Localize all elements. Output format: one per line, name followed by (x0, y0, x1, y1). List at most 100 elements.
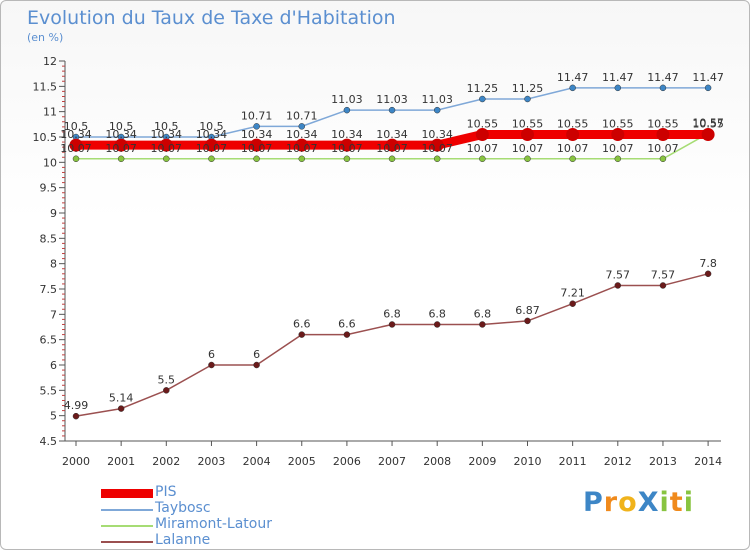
data-label: 11.47 (647, 71, 679, 84)
x-tick-label: 2012 (604, 455, 632, 468)
x-tick-label: 2007 (378, 455, 406, 468)
legend-item: Lalanne (101, 532, 421, 549)
data-point (433, 106, 441, 114)
data-point (569, 155, 576, 163)
x-tick-label: 2011 (559, 455, 587, 468)
data-point (659, 282, 667, 289)
data-point (298, 155, 305, 163)
data-point (385, 138, 399, 152)
data-point (208, 361, 215, 369)
legend-swatch (101, 489, 153, 498)
data-point (475, 127, 489, 141)
data-point (253, 361, 260, 369)
data-point (117, 155, 125, 163)
logo-letter: i (683, 487, 694, 518)
data-point (340, 138, 354, 152)
data-point (659, 84, 667, 92)
data-label: 11.25 (467, 82, 499, 95)
legend-swatch (101, 509, 153, 511)
data-point (72, 155, 80, 163)
x-tick-label: 2013 (649, 455, 677, 468)
data-point (433, 155, 441, 163)
y-tick-label: 5 (50, 410, 57, 423)
data-point (430, 138, 444, 152)
data-label: 6 (253, 348, 260, 361)
data-point (521, 127, 534, 141)
logo-letter: o (618, 487, 638, 518)
data-label: 10.55 (512, 117, 544, 130)
x-tick-label: 2003 (197, 455, 225, 468)
x-tick-label: 2014 (694, 455, 722, 468)
logo-letter: i (659, 487, 670, 518)
x-tick-label: 2004 (243, 455, 271, 468)
data-point (72, 412, 80, 420)
x-tick-label: 2008 (423, 455, 451, 468)
data-label: 10.5 (154, 120, 179, 133)
data-label: 10.07 (196, 142, 228, 155)
data-label: 10.55 (647, 117, 679, 130)
data-label: 10.07 (512, 142, 544, 155)
logo-letter: X (637, 487, 660, 518)
data-label: 10.34 (151, 128, 183, 141)
x-tick-label: 2002 (152, 455, 180, 468)
chart-title: Evolution du Taux de Taxe d'Habitation (27, 7, 396, 29)
data-label: 11.25 (512, 82, 544, 95)
data-point (114, 138, 128, 152)
legend-label: Miramont-Latour (155, 516, 272, 532)
data-label: 5.5 (158, 373, 176, 386)
y-tick-label: 10.5 (33, 131, 58, 144)
x-tick-label: 2000 (62, 455, 90, 468)
data-label: 10.5 (64, 120, 89, 133)
data-point (524, 317, 531, 325)
data-label: 6 (208, 348, 215, 361)
data-point (566, 127, 580, 141)
data-label: 10.71 (286, 109, 318, 122)
data-point (659, 155, 667, 163)
data-point (298, 123, 305, 130)
data-label: 10.07 (602, 142, 634, 155)
data-label: 10.07 (286, 142, 318, 155)
data-point (69, 138, 83, 152)
data-label: 10.07 (105, 142, 137, 155)
proxiti-logo: ProXiti (583, 487, 694, 518)
data-point (388, 321, 396, 328)
legend-label: Taybosc (155, 500, 211, 516)
data-point (343, 106, 351, 114)
data-label: 10.5 (199, 120, 224, 133)
data-label: 10.07 (60, 142, 92, 155)
data-point (253, 155, 260, 163)
series-line-lalanne (75, 273, 709, 417)
logo-letter: t (669, 487, 684, 518)
data-label: 10.34 (196, 128, 228, 141)
data-label: 11.47 (602, 71, 634, 84)
data-label: 11.03 (331, 93, 363, 106)
data-point (343, 155, 351, 163)
y-tick-label: 8.5 (40, 232, 58, 245)
data-point (388, 106, 396, 114)
data-point (614, 155, 622, 163)
data-point (433, 321, 441, 328)
y-tick-label: 5.5 (40, 384, 58, 397)
data-label: 10.5 (109, 120, 134, 133)
data-point (701, 127, 715, 141)
x-tick-label: 2006 (333, 455, 361, 468)
data-label: 6.8 (383, 307, 401, 320)
y-tick-label: 9 (50, 207, 57, 220)
data-label: 10.55 (692, 117, 724, 130)
data-label: 10.07 (557, 142, 589, 155)
data-point (253, 123, 260, 130)
data-point (656, 127, 670, 141)
data-point (163, 155, 170, 163)
data-point (117, 405, 125, 412)
data-point (159, 138, 173, 152)
data-point (524, 155, 531, 163)
logo-letter: r (603, 487, 619, 518)
data-label: 7.57 (651, 268, 676, 281)
data-point (343, 331, 351, 338)
data-label: 10.34 (60, 128, 92, 141)
data-point (204, 138, 218, 152)
data-point (524, 95, 531, 103)
data-point (295, 138, 309, 152)
